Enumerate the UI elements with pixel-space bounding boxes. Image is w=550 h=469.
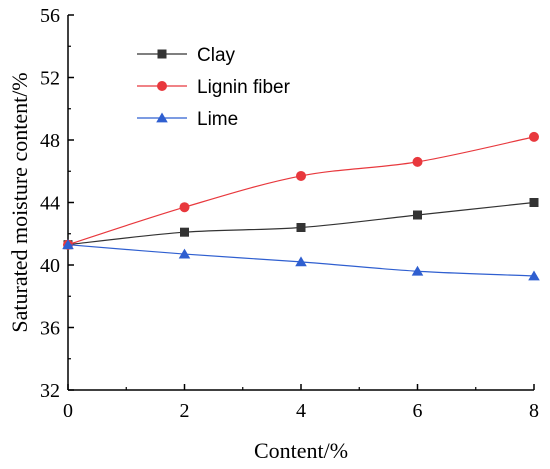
y-tick-label: 48 [40, 130, 60, 152]
data-point-lime [295, 256, 307, 267]
x-tick-label: 8 [529, 400, 539, 422]
legend-item-lime: Lime [137, 109, 238, 130]
series-clay [63, 198, 539, 250]
legend-item-lignin-fiber: Lignin fiber [137, 77, 291, 98]
x-tick-label: 6 [413, 400, 423, 422]
x-axis-ticks: 0 2 4 6 8 [63, 384, 539, 422]
y-tick-label: 44 [40, 193, 60, 215]
y-axis-ticks: 32 36 40 44 48 52 56 [40, 5, 74, 402]
data-point-clay [296, 223, 306, 232]
series-lignin-fiber [63, 131, 539, 250]
x-tick-label: 2 [180, 400, 190, 422]
legend: Clay Lignin fiber Lime [137, 45, 291, 130]
y-tick-label: 56 [40, 5, 60, 27]
legend-marker [156, 112, 168, 123]
x-axis-title: Content/% [254, 438, 348, 463]
series-lime [62, 239, 540, 281]
data-point-lime [411, 265, 424, 276]
y-tick-label: 52 [40, 68, 60, 90]
data-point-lignin-fiber [296, 170, 306, 181]
data-point-lime [528, 270, 540, 281]
legend-label: Lime [197, 109, 238, 130]
y-tick-label: 40 [40, 255, 60, 277]
y-axis-title: Saturated moisture content/% [7, 72, 32, 332]
data-point-clay [529, 198, 539, 207]
y-tick-label: 36 [40, 318, 60, 340]
data-point-clay [180, 227, 189, 237]
data-point-lignin-fiber [412, 156, 423, 167]
legend-marker [157, 49, 167, 59]
data-point-clay [413, 210, 422, 220]
legend-label: Clay [197, 45, 236, 66]
axes [67, 15, 534, 391]
x-tick-label: 4 [296, 400, 306, 422]
legend-item-clay: Clay [137, 45, 236, 66]
data-point-lime [178, 248, 191, 259]
legend-marker [157, 81, 167, 91]
data-point-lignin-fiber [529, 131, 539, 142]
data-point-lime [62, 239, 74, 250]
y-tick-label: 32 [40, 380, 60, 402]
legend-label: Lignin fiber [197, 77, 291, 98]
data-point-lignin-fiber [179, 202, 190, 213]
x-tick-label: 0 [63, 400, 73, 422]
series-layer [62, 131, 540, 281]
